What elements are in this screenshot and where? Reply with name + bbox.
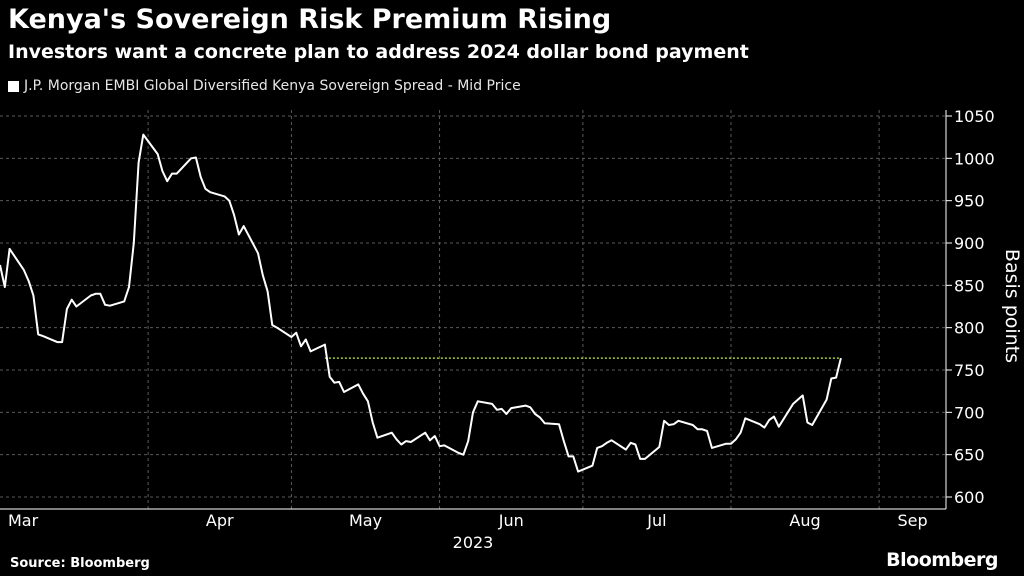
y-tick-label: 850: [954, 276, 985, 295]
y-axis: 600 650 700 750 800 850 900 950 1000 1050: [945, 107, 995, 509]
series-line: [0, 133, 842, 473]
series-layer: [0, 133, 842, 473]
y-tick-label: 650: [954, 446, 985, 465]
x-tick-label: Jun: [498, 511, 524, 530]
y-tick-label: 750: [954, 361, 985, 380]
grid: [0, 110, 946, 509]
x-tick-label: May: [349, 511, 382, 530]
x-axis-year-label: 2023: [453, 533, 494, 552]
y-tick-label: 700: [954, 403, 985, 422]
x-tick-label: Jul: [646, 511, 666, 530]
y-tick-label: 900: [954, 234, 985, 253]
legend: J.P. Morgan EMBI Global Diversified Keny…: [8, 78, 521, 94]
legend-label: J.P. Morgan EMBI Global Diversified Keny…: [24, 78, 521, 94]
x-tick-label: Aug: [789, 511, 820, 530]
bloomberg-logo: Bloomberg: [886, 549, 998, 571]
x-tick-label: Mar: [8, 511, 39, 530]
source-note: Source: Bloomberg: [10, 556, 150, 571]
x-tick-label: Apr: [206, 511, 234, 530]
y-tick-label: 1000: [954, 149, 995, 168]
x-tick-label: Sep: [897, 511, 927, 530]
chart-subtitle: Investors want a concrete plan to addres…: [8, 41, 749, 63]
y-tick-label: 800: [954, 319, 985, 338]
y-tick-label: 1050: [954, 107, 995, 126]
x-axis: Mar Apr May Jun Jul Aug Sep: [0, 508, 946, 530]
y-axis-title: Basis points: [1001, 249, 1023, 363]
y-tick-label: 600: [954, 488, 985, 507]
chart-title: Kenya's Sovereign Risk Premium Rising: [8, 4, 612, 35]
y-tick-label: 950: [954, 192, 985, 211]
legend-swatch: [8, 80, 19, 92]
